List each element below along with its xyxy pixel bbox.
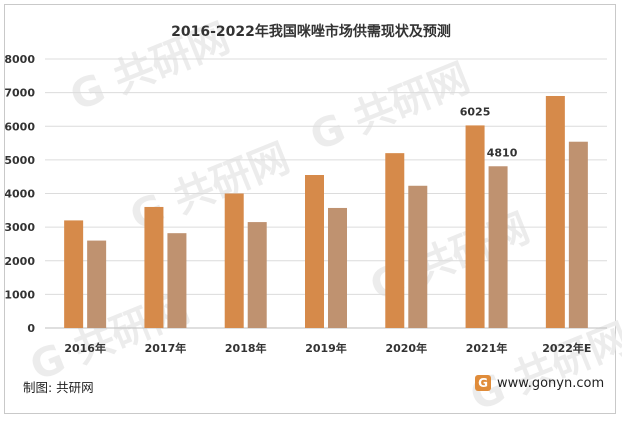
bar [305,175,324,328]
x-tick-label: 2021年 [466,341,508,355]
bar [385,153,405,328]
bar [144,206,164,328]
x-tick-label: 2016年 [64,341,106,355]
x-tick-label: 2018年 [225,341,267,355]
y-tick-label: 8000 [5,53,35,66]
chart-title: 2016-2022年我国咪唑市场供需现状及预测 [171,24,451,40]
brand-logo-icon: G [475,375,491,391]
bar [328,207,347,328]
data-label: 4810 [487,146,518,159]
bar [488,166,508,328]
website-url: www.gonyn.com [497,375,605,391]
y-tick-label: 5000 [5,154,35,167]
bar [465,125,485,328]
x-tick-label: 2019年 [305,341,347,355]
x-tick-label: 2020年 [385,341,427,355]
chart-frame: G 共研网 G 共研网 G 共研网 G 共研网 G 共研网 G 共研网 2016… [4,4,622,420]
bar [568,141,588,328]
bar [224,193,244,328]
x-tick-label: 2022年E [542,341,591,355]
bar [64,220,84,328]
bar-chart: 0 1000 2000 3000 4000 5000 6000 7000 8000 2016年 20… [5,53,607,355]
bar [545,95,565,328]
bar [167,233,187,328]
y-tick-label: 4000 [5,188,35,201]
y-tick-label: 0 [27,322,35,335]
data-label: 6025 [460,105,491,118]
y-tick-label: 2000 [5,255,35,268]
source-note: 制图: 共研网 [23,380,94,395]
bar [408,185,428,328]
bar [87,240,107,328]
y-tick-label: 1000 [5,288,35,301]
y-tick-label: 7000 [5,87,35,100]
site-logo: G www.gonyn.com [475,375,604,391]
y-tick-label: 3000 [5,221,35,234]
bar [247,222,267,328]
y-tick-label: 6000 [5,120,35,133]
x-tick-label: 2017年 [145,341,187,355]
